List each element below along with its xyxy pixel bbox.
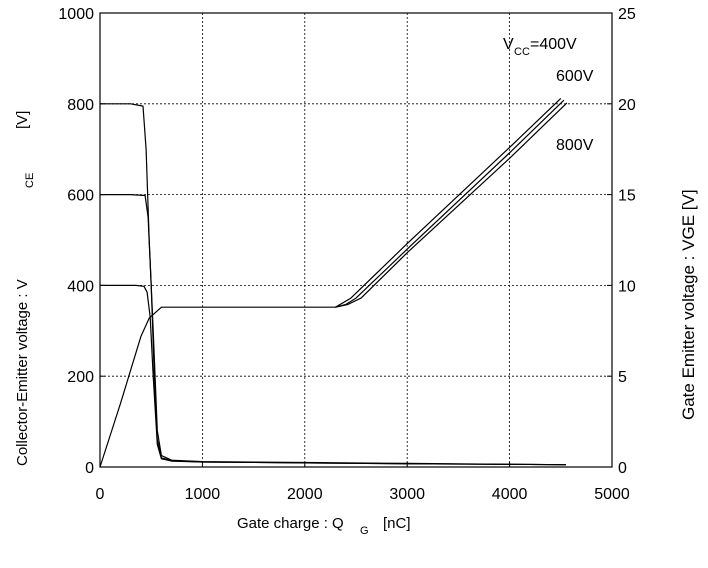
series-line-vce-2 [100, 284, 566, 466]
y-left-axis-label-unit: [V] [14, 111, 31, 129]
y-left-tick-label: 800 [67, 97, 94, 114]
x-tick-label: 3000 [389, 486, 425, 503]
x-tick-label: 2000 [287, 486, 323, 503]
x-axis-label-sub: G [360, 525, 369, 537]
y-right-tick-label: 0 [618, 460, 627, 477]
y-right-tick-label: 15 [618, 188, 636, 205]
x-tick-label: 1000 [185, 486, 221, 503]
x-axis-label: Gate charge : Q [237, 515, 344, 532]
y-left-tick-label: 1000 [58, 6, 94, 23]
y-left-tick-label: 200 [67, 369, 94, 386]
x-axis-label-unit: [nC] [383, 515, 411, 532]
annotation-vcc-800: 800V [556, 137, 594, 154]
y-left-tick-label: 0 [85, 460, 94, 477]
y-right-tick-label: 5 [618, 369, 627, 386]
series-line-vce-1 [100, 194, 566, 466]
annotation-vcc-prefix: V [503, 36, 514, 53]
y-right-axis-label: Gate Emitter voltage : VGE [V] [679, 189, 698, 420]
annotation-vcc-sub: CC [514, 46, 530, 58]
series-group [99, 97, 568, 468]
series-line-vge-3 [99, 97, 562, 468]
x-tick-label: 0 [96, 486, 105, 503]
plot-frame [99, 12, 613, 468]
y-left-tick-label: 400 [67, 278, 94, 295]
x-tick-label: 4000 [492, 486, 528, 503]
axis-ticks: 0 1000 2000 3000 4000 5000 0 200 400 600 800 1000 0 5… [58, 6, 635, 503]
series-line-vge-5 [335, 102, 568, 308]
x-tick-label: 5000 [594, 486, 630, 503]
y-right-tick-label: 10 [618, 278, 636, 295]
grid [100, 13, 612, 467]
series-line-vce-0 [100, 103, 566, 466]
y-left-axis-label: Collector-Emitter voltage : V [14, 279, 31, 466]
annotation-vcc-600: 600V [556, 68, 594, 85]
y-left-axis-label-sub: CE [24, 173, 36, 188]
annotation-vcc-400: =400V [530, 36, 577, 53]
y-right-tick-label: 25 [618, 6, 636, 23]
y-left-tick-label: 600 [67, 188, 94, 205]
y-right-tick-label: 20 [618, 97, 636, 114]
